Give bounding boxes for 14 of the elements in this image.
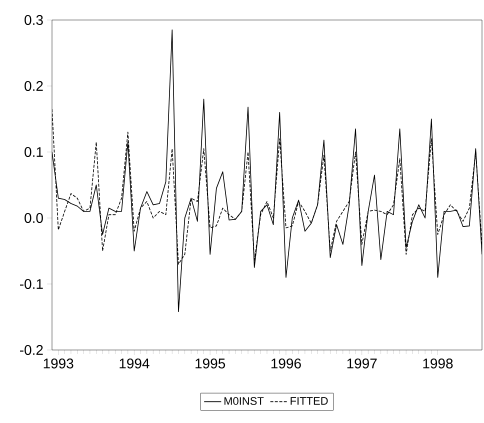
y-tick-label: 0.1 — [24, 147, 43, 157]
x-tick-label: 1994 — [120, 358, 150, 368]
y-tick-label: -0.1 — [20, 279, 43, 289]
x-tick-label: 1993 — [44, 358, 74, 368]
x-tick-label: 1996 — [271, 358, 301, 368]
legend-label: FITTED — [290, 397, 328, 405]
y-tick-label: 0.2 — [24, 81, 43, 91]
x-tick-label: 1998 — [423, 358, 453, 368]
x-tick-label: 1995 — [196, 358, 226, 368]
x-tick-label: 1997 — [347, 358, 377, 368]
y-tick-label: 0.3 — [24, 15, 43, 25]
legend-label: M0INST — [224, 397, 264, 405]
y-tick-label: -0.2 — [20, 345, 43, 355]
y-tick-label: 0.0 — [24, 213, 43, 223]
